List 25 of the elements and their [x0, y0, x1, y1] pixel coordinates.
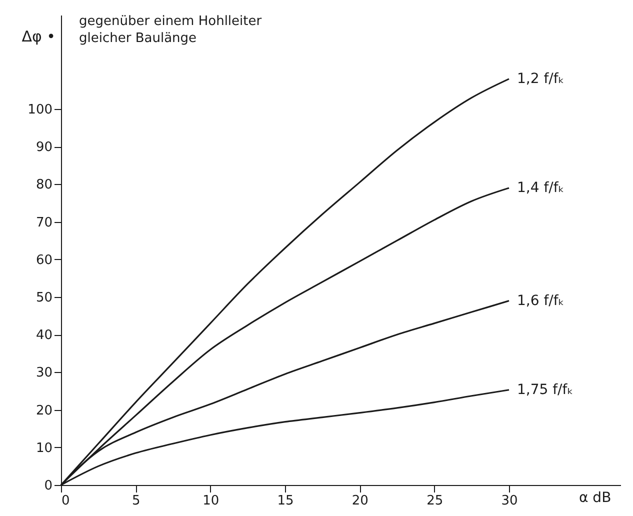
- series-label: 1,75 f/fₖ: [517, 382, 574, 398]
- y-tick-label: 90: [36, 140, 52, 156]
- y-tick-label: 10: [36, 440, 52, 456]
- x-tick-label: 15: [277, 494, 294, 508]
- x-tick-label: 5: [132, 494, 140, 508]
- y-tick-label: 100: [28, 102, 52, 118]
- x-tick-label: 10: [202, 494, 220, 508]
- x-axis-title: α dB: [579, 490, 612, 506]
- y-tick-label: 70: [36, 215, 52, 230]
- y-tick-label: 50: [36, 290, 52, 306]
- series-label: 1,6 f/fₖ: [517, 292, 564, 309]
- series-label: 1,2 f/fₖ: [517, 70, 564, 87]
- x-tick-label: 25: [426, 494, 444, 508]
- y-tick-label: 20: [36, 403, 52, 418]
- y-tick-label: 60: [36, 252, 52, 268]
- y-axis-title: Δφ •: [22, 28, 56, 46]
- x-tick-label: 30: [501, 494, 518, 508]
- x-tick-label: 0: [62, 494, 70, 508]
- y-tick-label: 30: [36, 366, 52, 381]
- y-tick-label: 80: [36, 178, 52, 193]
- series-label: 1,4 f/fₖ: [517, 180, 564, 196]
- x-tick-label: 20: [352, 494, 368, 508]
- annotation: gegenüber einem Hohlleiter gleicher Baulänge: [79, 14, 262, 46]
- y-tick-label: 40: [36, 328, 52, 344]
- y-tick-label: 0: [44, 478, 52, 494]
